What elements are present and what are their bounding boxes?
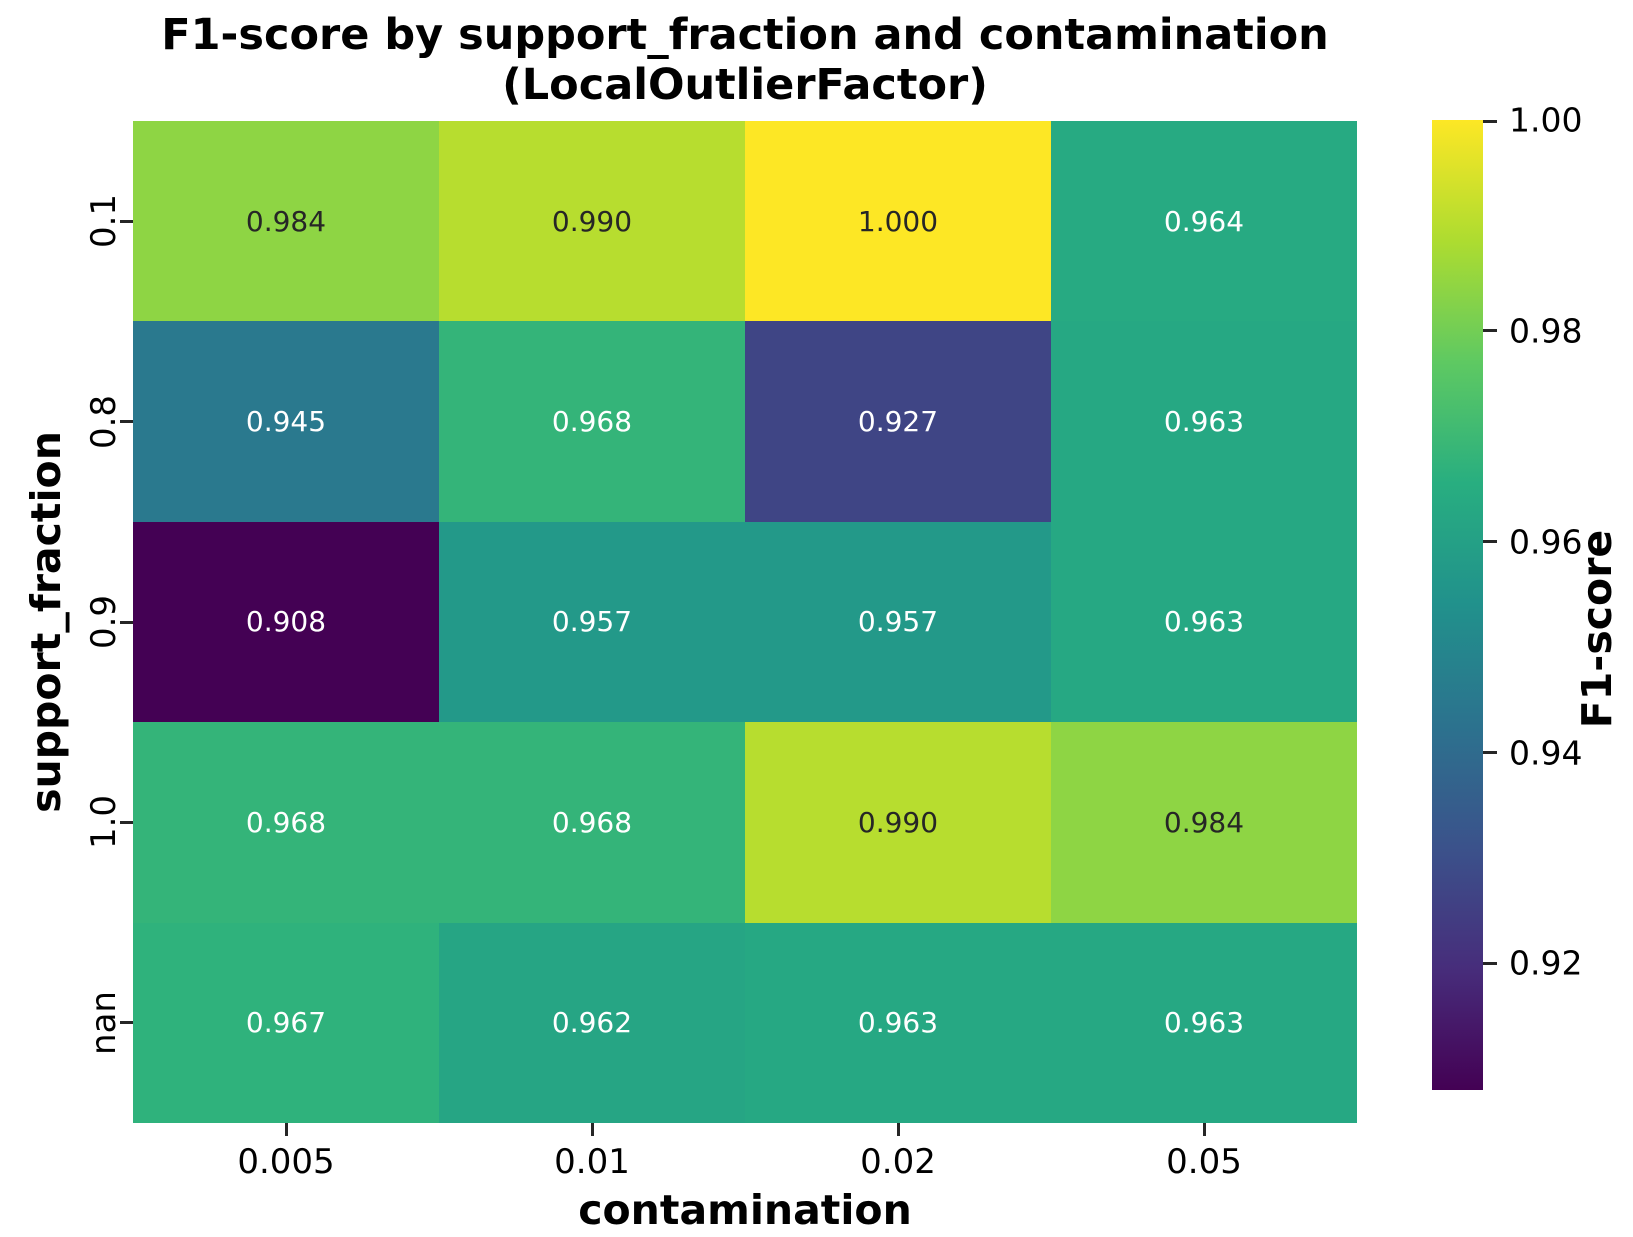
colorbar-tick bbox=[1483, 961, 1497, 965]
heatmap-cell-nan-0.01: 0.962 bbox=[439, 922, 745, 1123]
heatmap-cell-1.0-0.02: 0.990 bbox=[745, 722, 1051, 923]
heatmap-cell-0.9-0.02: 0.957 bbox=[745, 521, 1051, 723]
x-axis-tick bbox=[1202, 1123, 1206, 1136]
x-axis-label: contamination bbox=[578, 1186, 912, 1234]
x-axis-tick bbox=[284, 1123, 288, 1136]
y-axis-label: support_fraction bbox=[22, 431, 70, 813]
y-axis-tick-label: nan bbox=[84, 990, 124, 1055]
y-axis-tick-label: 0.8 bbox=[84, 394, 124, 449]
colorbar-tick bbox=[1483, 540, 1497, 544]
chart-title: F1-score by support_fraction and contami… bbox=[133, 10, 1357, 110]
heatmap-grid: 0.984 0.990 1.000 0.964 0.945 0.968 0.927 0.963… bbox=[133, 121, 1357, 1123]
heatmap-cell-nan-0.05: 0.963 bbox=[1051, 922, 1357, 1123]
heatmap-cell-0.9-0.05: 0.963 bbox=[1051, 521, 1357, 723]
colorbar-tick-label: 0.94 bbox=[1509, 733, 1583, 773]
cell-annotation: 1.000 bbox=[857, 204, 939, 238]
chart-title-line-1: F1-score by support_fraction and contami… bbox=[161, 10, 1329, 60]
cell-annotation: 0.990 bbox=[551, 204, 633, 238]
heatmap-cell-1.0-0.005: 0.968 bbox=[133, 722, 439, 923]
x-axis-tick-label: 0.05 bbox=[1166, 1142, 1242, 1182]
y-axis-tick-label: 0.1 bbox=[84, 194, 124, 249]
colorbar-tick-label: 0.92 bbox=[1509, 943, 1583, 983]
x-axis-tick bbox=[896, 1123, 900, 1136]
x-axis-tick-label: 0.02 bbox=[860, 1142, 936, 1182]
colorbar-tick bbox=[1483, 751, 1497, 755]
cell-annotation: 0.967 bbox=[245, 1006, 327, 1040]
cell-annotation: 0.908 bbox=[245, 605, 327, 639]
colorbar-gradient bbox=[1432, 120, 1483, 1090]
heatmap-cell-0.1-0.01: 0.990 bbox=[439, 121, 745, 322]
colorbar-tick-label: 0.96 bbox=[1509, 522, 1583, 562]
cell-annotation: 0.968 bbox=[551, 405, 633, 439]
heatmap-cell-0.8-0.05: 0.963 bbox=[1051, 321, 1357, 522]
y-axis-tick-label: 1.0 bbox=[84, 795, 124, 850]
heatmap-cell-0.8-0.005: 0.945 bbox=[133, 321, 439, 522]
cell-annotation: 0.968 bbox=[245, 805, 327, 839]
heatmap-cell-0.8-0.02: 0.927 bbox=[745, 321, 1051, 522]
y-axis-tick bbox=[120, 219, 133, 223]
heatmap-cell-0.9-0.01: 0.957 bbox=[439, 521, 745, 723]
cell-annotation: 0.963 bbox=[1163, 1006, 1245, 1040]
cell-annotation: 0.968 bbox=[551, 805, 633, 839]
colorbar-tick-label: 0.98 bbox=[1509, 311, 1583, 351]
y-axis-tick bbox=[120, 820, 133, 824]
cell-annotation: 0.927 bbox=[857, 405, 939, 439]
heatmap-cell-0.9-0.005: 0.908 bbox=[133, 521, 439, 723]
y-axis-tick bbox=[120, 620, 133, 624]
heatmap-cell-1.0-0.01: 0.968 bbox=[439, 722, 745, 923]
y-axis-tick-label: 0.9 bbox=[84, 594, 124, 650]
cell-annotation: 0.963 bbox=[857, 1006, 939, 1040]
cell-annotation: 0.957 bbox=[857, 605, 939, 639]
heatmap-cell-0.1-0.005: 0.984 bbox=[133, 121, 439, 322]
cell-annotation: 0.964 bbox=[1163, 204, 1245, 238]
x-axis-tick-label: 0.01 bbox=[554, 1142, 630, 1182]
heatmap-cell-0.1-0.02: 1.000 bbox=[745, 121, 1051, 322]
colorbar-tick bbox=[1483, 120, 1497, 123]
heatmap-cell-nan-0.005: 0.967 bbox=[133, 922, 439, 1123]
cell-annotation: 0.990 bbox=[857, 805, 939, 839]
cell-annotation: 0.963 bbox=[1163, 405, 1245, 439]
y-axis-tick bbox=[120, 420, 133, 424]
x-axis-tick bbox=[590, 1123, 594, 1136]
cell-annotation: 0.945 bbox=[245, 405, 327, 439]
cell-annotation: 0.984 bbox=[245, 204, 327, 238]
chart-title-line-2: (LocalOutlierFactor) bbox=[502, 60, 988, 110]
cell-annotation: 0.984 bbox=[1163, 805, 1245, 839]
colorbar-tick-label: 1.00 bbox=[1509, 100, 1583, 140]
heatmap-cell-0.8-0.01: 0.968 bbox=[439, 321, 745, 522]
heatmap-cell-nan-0.02: 0.963 bbox=[745, 922, 1051, 1123]
x-axis-tick-label: 0.005 bbox=[237, 1142, 335, 1182]
y-axis-tick bbox=[120, 1021, 133, 1025]
heatmap-cell-0.1-0.05: 0.964 bbox=[1051, 121, 1357, 322]
colorbar-label: F1-score bbox=[1573, 529, 1621, 729]
cell-annotation: 0.963 bbox=[1163, 605, 1245, 639]
heatmap-cell-1.0-0.05: 0.984 bbox=[1051, 722, 1357, 923]
cell-annotation: 0.962 bbox=[551, 1006, 633, 1040]
colorbar-tick bbox=[1483, 329, 1497, 333]
cell-annotation: 0.957 bbox=[551, 605, 633, 639]
